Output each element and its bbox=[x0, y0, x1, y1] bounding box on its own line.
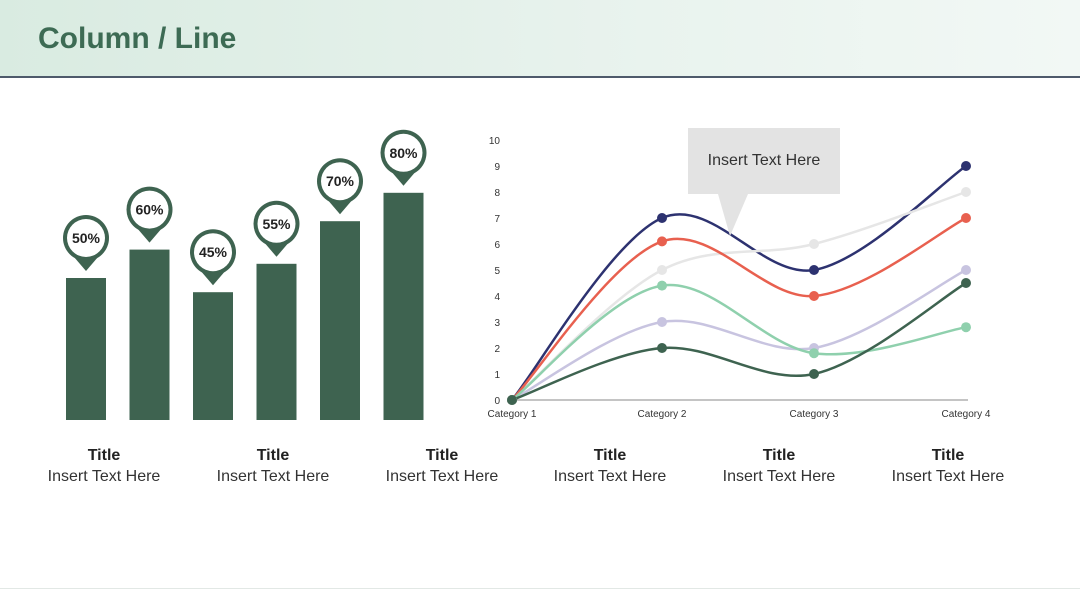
value-pin: 70% bbox=[317, 158, 363, 215]
bar-value-label: 50% bbox=[72, 230, 101, 246]
series-point bbox=[809, 239, 819, 249]
caption-text: Insert Text Here bbox=[385, 468, 499, 485]
series-point bbox=[507, 395, 517, 405]
y-tick-label: 0 bbox=[494, 396, 500, 407]
series-point bbox=[961, 213, 971, 223]
y-tick-label: 10 bbox=[489, 136, 501, 147]
caption-title: Title bbox=[593, 447, 627, 464]
y-tick-label: 7 bbox=[494, 214, 500, 225]
callout-box: Insert Text Here bbox=[688, 128, 840, 194]
captions-row: Title Insert Text Here Title Insert Text… bbox=[20, 446, 1032, 496]
caption-title: Title bbox=[931, 447, 965, 464]
caption-text: Insert Text Here bbox=[553, 468, 667, 485]
series-line bbox=[511, 216, 967, 401]
caption-text: Insert Text Here bbox=[891, 468, 1005, 485]
series-point bbox=[809, 291, 819, 301]
page-title: Column / Line bbox=[38, 22, 237, 55]
bar-value-label: 80% bbox=[389, 145, 418, 161]
series-line bbox=[511, 190, 967, 401]
series-point bbox=[961, 265, 971, 275]
caption-1: Title Insert Text Here bbox=[20, 446, 188, 488]
y-tick-label: 4 bbox=[494, 292, 500, 303]
y-tick-label: 1 bbox=[494, 370, 500, 381]
series-point bbox=[657, 280, 667, 291]
callout-text: Insert Text Here bbox=[707, 152, 821, 169]
caption-6: Title Insert Text Here bbox=[864, 446, 1032, 488]
value-pin: 80% bbox=[380, 129, 427, 186]
y-tick-label: 9 bbox=[494, 162, 500, 173]
caption-title: Title bbox=[762, 447, 796, 464]
series-line bbox=[511, 283, 967, 401]
column-chart: 50% 60% 45% 55% 70% 80% bbox=[63, 129, 427, 420]
bottom-divider bbox=[0, 588, 1080, 589]
series-point bbox=[657, 317, 667, 327]
bar-value-label: 60% bbox=[135, 202, 164, 218]
bar bbox=[193, 292, 233, 420]
bar bbox=[383, 192, 424, 420]
bar bbox=[256, 263, 297, 420]
x-tick-label: Category 1 bbox=[488, 409, 537, 420]
caption-text: Insert Text Here bbox=[47, 468, 161, 485]
series-point bbox=[961, 278, 971, 288]
caption-title: Title bbox=[256, 447, 290, 464]
series-point bbox=[657, 213, 667, 223]
series-point bbox=[657, 343, 667, 353]
bar bbox=[320, 221, 360, 420]
caption-2: Title Insert Text Here bbox=[189, 446, 357, 488]
series-line bbox=[511, 281, 967, 402]
callout-tail bbox=[718, 194, 748, 236]
value-pin: 50% bbox=[63, 215, 109, 271]
series-point bbox=[961, 161, 971, 171]
value-pin: 45% bbox=[190, 229, 236, 286]
y-tick-label: 2 bbox=[494, 344, 500, 355]
caption-text: Insert Text Here bbox=[722, 468, 836, 485]
bar-value-label: 70% bbox=[326, 173, 355, 189]
caption-5: Title Insert Text Here bbox=[695, 446, 863, 488]
caption-title: Title bbox=[87, 447, 121, 464]
caption-text: Insert Text Here bbox=[216, 468, 330, 485]
value-pin: 55% bbox=[253, 200, 300, 257]
bar bbox=[129, 249, 170, 420]
series-point bbox=[657, 265, 667, 275]
series-point bbox=[809, 369, 819, 379]
caption-title: Title bbox=[425, 447, 459, 464]
x-tick-label: Category 4 bbox=[942, 409, 991, 420]
series-line bbox=[511, 268, 967, 402]
caption-3: Title Insert Text Here bbox=[358, 446, 526, 488]
bar bbox=[66, 278, 106, 420]
bar-value-label: 45% bbox=[199, 244, 228, 260]
series-point bbox=[961, 187, 971, 197]
y-tick-label: 6 bbox=[494, 240, 500, 251]
y-tick-label: 8 bbox=[494, 188, 500, 199]
header-banner: Column / Line bbox=[0, 0, 1080, 78]
series-point bbox=[809, 348, 819, 359]
x-tick-label: Category 3 bbox=[790, 409, 839, 420]
bar-value-label: 55% bbox=[262, 216, 291, 232]
series-point bbox=[961, 322, 971, 333]
value-pin: 60% bbox=[126, 186, 173, 243]
y-tick-label: 3 bbox=[494, 318, 500, 329]
series-point bbox=[809, 265, 819, 275]
x-tick-label: Category 2 bbox=[638, 409, 687, 420]
caption-4: Title Insert Text Here bbox=[526, 446, 694, 488]
y-tick-label: 5 bbox=[494, 266, 500, 277]
series-point bbox=[657, 236, 667, 247]
